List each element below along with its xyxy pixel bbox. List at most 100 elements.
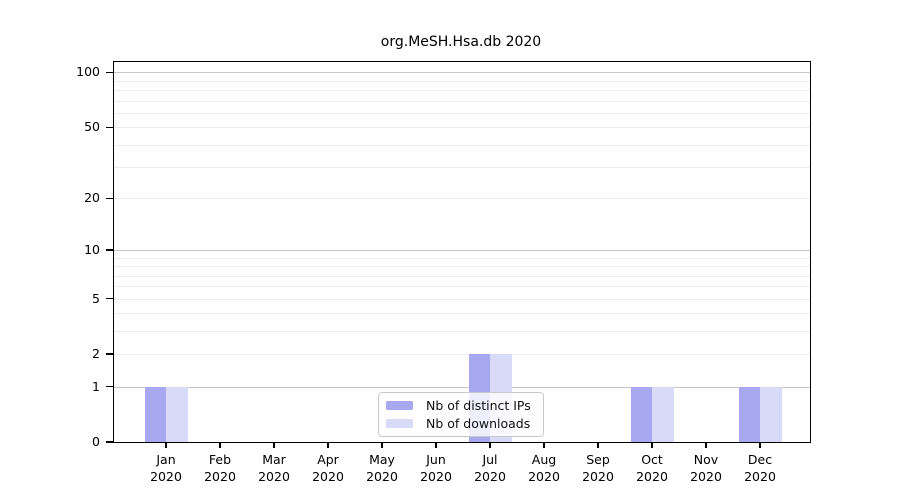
gridline-minor bbox=[114, 144, 810, 146]
x-tick-mark bbox=[597, 442, 599, 448]
gridline-decade bbox=[114, 250, 810, 251]
y-tick-mark bbox=[106, 197, 114, 199]
gridline-minor bbox=[114, 286, 810, 288]
x-tick-year: 2020 bbox=[744, 469, 776, 484]
x-tick-label: Jul 2020 bbox=[460, 451, 520, 485]
x-tick-year: 2020 bbox=[420, 469, 452, 484]
x-tick-month: Dec bbox=[747, 452, 773, 467]
x-tick-month: May bbox=[369, 452, 395, 467]
x-tick-mark bbox=[381, 442, 383, 448]
x-tick-month: Sep bbox=[586, 452, 610, 467]
x-tick-month: Jul bbox=[482, 452, 498, 467]
x-tick-mark bbox=[219, 442, 221, 448]
gridline-minor bbox=[114, 257, 810, 259]
x-tick-label: Dec 2020 bbox=[730, 451, 790, 485]
y-tick-label: 2 bbox=[92, 346, 100, 361]
x-tick-month: Jun bbox=[426, 452, 446, 467]
gridline-minor bbox=[114, 167, 810, 168]
x-tick-year: 2020 bbox=[474, 469, 506, 484]
x-tick-year: 2020 bbox=[150, 469, 182, 484]
gridline-minor bbox=[114, 198, 810, 200]
x-tick-month: Feb bbox=[208, 452, 232, 467]
x-tick-mark bbox=[327, 442, 329, 448]
y-tick-label: 20 bbox=[84, 190, 100, 206]
y-tick-label: 5 bbox=[92, 290, 100, 306]
y-tick-label: 10 bbox=[84, 242, 100, 257]
gridline-minor bbox=[114, 90, 810, 92]
x-tick-label: Apr 2020 bbox=[298, 451, 358, 485]
x-tick-month: Apr bbox=[317, 452, 339, 467]
x-tick-label: Nov 2020 bbox=[676, 451, 736, 485]
x-tick-year: 2020 bbox=[528, 469, 560, 484]
gridline-decade bbox=[114, 72, 810, 74]
x-tick-mark bbox=[435, 442, 437, 448]
x-tick-mark bbox=[273, 442, 275, 448]
x-tick-mark bbox=[651, 442, 653, 448]
x-tick-month: Jan bbox=[156, 452, 176, 467]
y-tick-mark bbox=[106, 126, 114, 128]
legend-item-downloads: Nb of downloads bbox=[386, 416, 535, 431]
y-tick-label: 0 bbox=[92, 434, 100, 449]
gridline-minor bbox=[114, 112, 810, 114]
x-tick-year: 2020 bbox=[258, 469, 290, 484]
plot-area: 0 1 2 5 10 20 50 100 Jan 2020 Feb 2020 Mar 2020 Apr 202… bbox=[76, 61, 811, 484]
gridline-minor bbox=[114, 354, 810, 355]
y-tick-mark bbox=[106, 297, 114, 300]
bar-downloads bbox=[166, 386, 188, 442]
x-tick-mark bbox=[165, 442, 167, 448]
gridline-minor bbox=[114, 80, 810, 82]
gridline-minor bbox=[114, 313, 810, 315]
gridline-minor bbox=[114, 266, 810, 267]
x-tick-month: Aug bbox=[531, 452, 557, 467]
x-tick-month: Oct bbox=[641, 452, 663, 467]
chart-title: org.MeSH.Hsa.db 2020 bbox=[380, 34, 542, 50]
x-tick-year: 2020 bbox=[312, 469, 344, 484]
gridline-minor bbox=[114, 100, 810, 102]
gridline-minor bbox=[114, 127, 810, 129]
legend-swatch-downloads bbox=[386, 419, 413, 428]
y-tick-mark bbox=[106, 385, 114, 388]
x-tick-label: Jun 2020 bbox=[406, 451, 466, 485]
x-tick-label: Feb 2020 bbox=[190, 451, 250, 485]
x-tick-year: 2020 bbox=[204, 469, 236, 484]
legend-item-distinct-ips: Nb of distinct IPs bbox=[386, 398, 535, 413]
x-tick-mark bbox=[759, 442, 761, 448]
x-tick-month: Nov bbox=[693, 452, 719, 467]
x-tick-label: Aug 2020 bbox=[514, 451, 574, 485]
y-tick-label: 50 bbox=[84, 119, 100, 135]
x-tick-year: 2020 bbox=[636, 469, 668, 484]
y-tick-label: 1 bbox=[92, 378, 100, 394]
gridline-decade bbox=[114, 386, 810, 388]
x-tick-label: Jan 2020 bbox=[136, 451, 196, 485]
x-tick-label: Mar 2020 bbox=[244, 451, 304, 485]
x-tick-label: May 2020 bbox=[352, 451, 412, 485]
x-tick-label: Sep 2020 bbox=[568, 451, 628, 485]
x-tick-mark bbox=[489, 442, 491, 448]
y-tick-mark bbox=[106, 353, 114, 355]
y-tick-mark bbox=[106, 249, 114, 251]
bar-distinct-ips bbox=[630, 386, 652, 442]
bars-layer bbox=[114, 62, 810, 442]
x-tick-year: 2020 bbox=[582, 469, 614, 484]
legend-label-distinct-ips: Nb of distinct IPs bbox=[426, 398, 531, 413]
x-tick-year: 2020 bbox=[366, 469, 398, 484]
x-tick-month: Mar bbox=[262, 452, 286, 467]
gridlines-layer bbox=[114, 62, 810, 442]
gridline-minor bbox=[114, 331, 810, 332]
bar-downloads bbox=[652, 386, 674, 442]
gridline-minor bbox=[114, 298, 810, 300]
axes-layer: 0 1 2 5 10 20 50 100 Jan 2020 Feb 2020 Mar 2020 Apr 202… bbox=[76, 62, 810, 484]
legend-swatch-distinct-ips bbox=[386, 401, 413, 410]
bar-distinct-ips bbox=[144, 386, 166, 442]
x-tick-mark bbox=[543, 442, 545, 448]
bar-distinct-ips bbox=[738, 386, 760, 442]
y-tick-mark bbox=[106, 71, 114, 74]
x-tick-label: Oct 2020 bbox=[622, 451, 682, 485]
x-tick-mark bbox=[705, 442, 707, 448]
y-tick-mark bbox=[106, 441, 114, 443]
legend-label-downloads: Nb of downloads bbox=[426, 416, 531, 431]
x-tick-year: 2020 bbox=[690, 469, 722, 484]
bar-downloads bbox=[760, 386, 782, 442]
legend: Nb of distinct IPs Nb of downloads bbox=[378, 392, 544, 437]
